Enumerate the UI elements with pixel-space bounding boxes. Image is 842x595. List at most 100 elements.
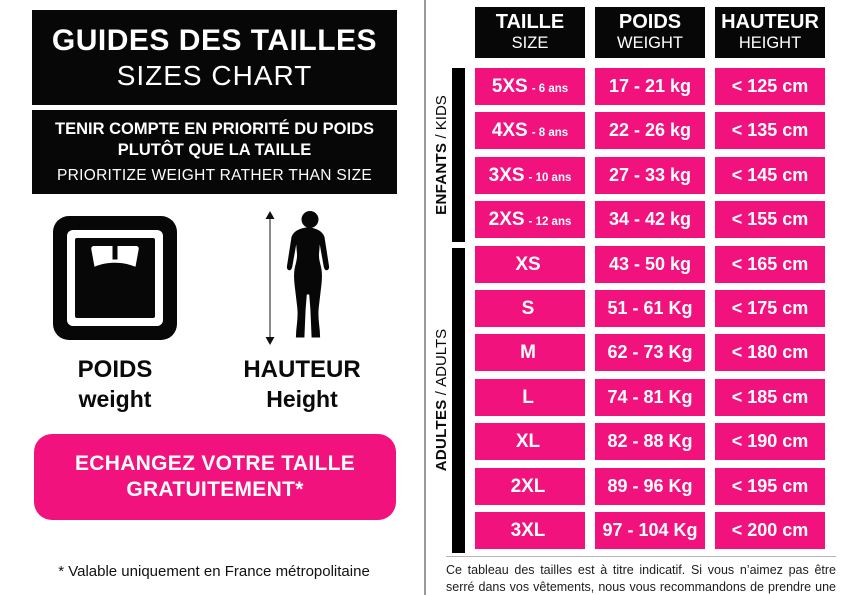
note-en: PRIORITIZE WEIGHT RATHER THAN SIZE — [56, 166, 373, 184]
height-label-fr: HAUTEUR — [243, 356, 361, 383]
height-cell: < 145 cm — [715, 156, 825, 194]
table-header-row: TAILLE SIZE POIDS WEIGHT HAUTEUR HEIGHT — [475, 7, 825, 58]
size-cell: 3XL — [475, 511, 585, 549]
weight-label-fr: POIDS — [77, 356, 153, 383]
weight-cell: 27 - 33 kg — [595, 156, 705, 194]
table-row: 2XS - 12 ans 34 - 42 kg < 155 cm — [475, 201, 825, 239]
height-cell: < 180 cm — [715, 334, 825, 372]
size-cell: L — [475, 378, 585, 416]
size-value: 3XL — [510, 519, 546, 541]
size-cell: 3XS - 10 ans — [475, 156, 585, 194]
page-title-en: SIZES CHART — [116, 59, 313, 91]
size-cell: XS — [475, 245, 585, 283]
height-cell: < 125 cm — [715, 68, 825, 105]
note-fr-line1: TENIR COMPTE EN PRIORITÉ DU POIDS — [54, 120, 375, 139]
size-value: 5XS — [491, 76, 528, 97]
table-row: 2XL 89 - 96 Kg < 195 cm — [475, 467, 825, 505]
table-row: 3XS - 10 ans 27 - 33 kg < 145 cm — [475, 156, 825, 194]
size-value: L — [522, 386, 534, 408]
cta-line1: ECHANGEZ VOTRE TAILLE — [74, 451, 356, 475]
size-cell: XL — [475, 423, 585, 461]
cta-line2: GRATUITEMENT* — [126, 478, 304, 501]
height-cell: < 155 cm — [715, 201, 825, 239]
title-banner: GUIDES DES TAILLES SIZES CHART — [32, 10, 397, 105]
height-figure-label: HAUTEUR Height — [227, 356, 377, 413]
age-value: - 10 ans — [528, 171, 572, 184]
header-size: TAILLE SIZE — [475, 7, 585, 58]
header-size-en: SIZE — [511, 34, 549, 52]
header-height-en: HEIGHT — [738, 34, 802, 52]
weight-cell: 43 - 50 kg — [595, 245, 705, 283]
size-value: XL — [515, 431, 541, 453]
size-value: M — [520, 342, 536, 364]
table-row: 5XS - 6 ans 17 - 21 kg < 125 cm — [475, 68, 825, 105]
kids-label-separator: / — [432, 130, 450, 143]
table-row: 4XS - 8 ans 22 - 26 kg < 135 cm — [475, 112, 825, 150]
size-value: 4XS — [491, 120, 528, 142]
weight-cell: 22 - 26 kg — [595, 112, 705, 150]
person-silhouette — [286, 211, 330, 338]
table-row: M 62 - 73 Kg < 180 cm — [475, 334, 825, 372]
table-row: XS 43 - 50 kg < 165 cm — [475, 245, 825, 283]
weight-cell: 51 - 61 Kg — [595, 289, 705, 327]
size-value: 2XS — [488, 209, 525, 231]
height-label-en: Height — [266, 386, 338, 412]
scale-icon — [53, 216, 177, 340]
kids-section-bar — [452, 68, 465, 242]
height-cell: < 195 cm — [715, 467, 825, 505]
table-row: S 51 - 61 Kg < 175 cm — [475, 289, 825, 327]
size-cell: M — [475, 334, 585, 372]
weight-figure-label: POIDS weight — [40, 356, 190, 413]
free-exchange-banner: ECHANGEZ VOTRE TAILLE GRATUITEMENT* — [34, 434, 396, 520]
header-size-fr: TAILLE — [495, 11, 565, 33]
size-cell: S — [475, 289, 585, 327]
weight-cell: 97 - 104 Kg — [595, 511, 705, 549]
header-weight-en: WEIGHT — [617, 34, 683, 52]
size-value: XS — [515, 253, 541, 275]
header-height: HAUTEUR HEIGHT — [715, 7, 825, 58]
arrow-up-down-icon — [265, 211, 275, 345]
person-height-icon — [265, 211, 330, 345]
header-height-fr: HAUTEUR — [721, 11, 819, 33]
page-title-fr: GUIDES DES TAILLES — [51, 23, 378, 57]
height-cell: < 190 cm — [715, 423, 825, 461]
weight-cell: 34 - 42 kg — [595, 201, 705, 239]
adults-section-bar — [452, 248, 465, 553]
size-value: S — [521, 297, 535, 319]
size-cell: 5XS - 6 ans — [475, 68, 585, 105]
height-cell: < 135 cm — [715, 112, 825, 150]
weight-label-en: weight — [78, 386, 152, 412]
height-cell: < 165 cm — [715, 245, 825, 283]
table-row: 3XL 97 - 104 Kg < 200 cm — [475, 511, 825, 549]
weight-cell: 82 - 88 Kg — [595, 423, 705, 461]
weight-cell: 17 - 21 kg — [595, 68, 705, 105]
footnote: * Valable uniquement en France métropoli… — [58, 563, 370, 580]
weight-cell: 89 - 96 Kg — [595, 467, 705, 505]
size-cell: 2XS - 12 ans — [475, 201, 585, 239]
size-cell: 2XL — [475, 467, 585, 505]
adults-label-separator: / — [432, 386, 450, 400]
table-disclaimer: Ce tableau des tailles est à titre indic… — [446, 556, 836, 595]
age-value: - 6 ans — [531, 83, 569, 95]
table-row: XL 82 - 88 Kg < 190 cm — [475, 423, 825, 461]
header-weight: POIDS WEIGHT — [595, 7, 705, 58]
size-table: 5XS - 6 ans 17 - 21 kg < 125 cm 4XS - 8 an… — [475, 68, 825, 549]
height-cell: < 185 cm — [715, 378, 825, 416]
size-value: 3XS — [488, 164, 525, 186]
kids-section-label: ENFANTS / KIDS — [431, 75, 451, 235]
table-row: L 74 - 81 Kg < 185 cm — [475, 378, 825, 416]
weight-cell: 74 - 81 Kg — [595, 378, 705, 416]
height-cell: < 175 cm — [715, 289, 825, 327]
priority-note-banner: TENIR COMPTE EN PRIORITÉ DU POIDS PLUTÔT… — [32, 110, 397, 194]
weight-cell: 62 - 73 Kg — [595, 334, 705, 372]
note-fr-line2: PLUTÔT QUE LA TAILLE — [117, 140, 312, 159]
kids-label-en: KIDS — [432, 95, 450, 131]
size-cell: 4XS - 8 ans — [475, 112, 585, 150]
age-value: - 8 ans — [531, 127, 569, 140]
adults-label-en: ADULTS — [432, 328, 450, 387]
size-value: 2XL — [510, 475, 546, 497]
age-value: - 12 ans — [528, 216, 572, 229]
header-weight-fr: POIDS — [618, 11, 682, 33]
adults-label-fr: ADULTES — [432, 399, 450, 472]
adults-section-label: ADULTES / ADULTS — [431, 320, 451, 480]
